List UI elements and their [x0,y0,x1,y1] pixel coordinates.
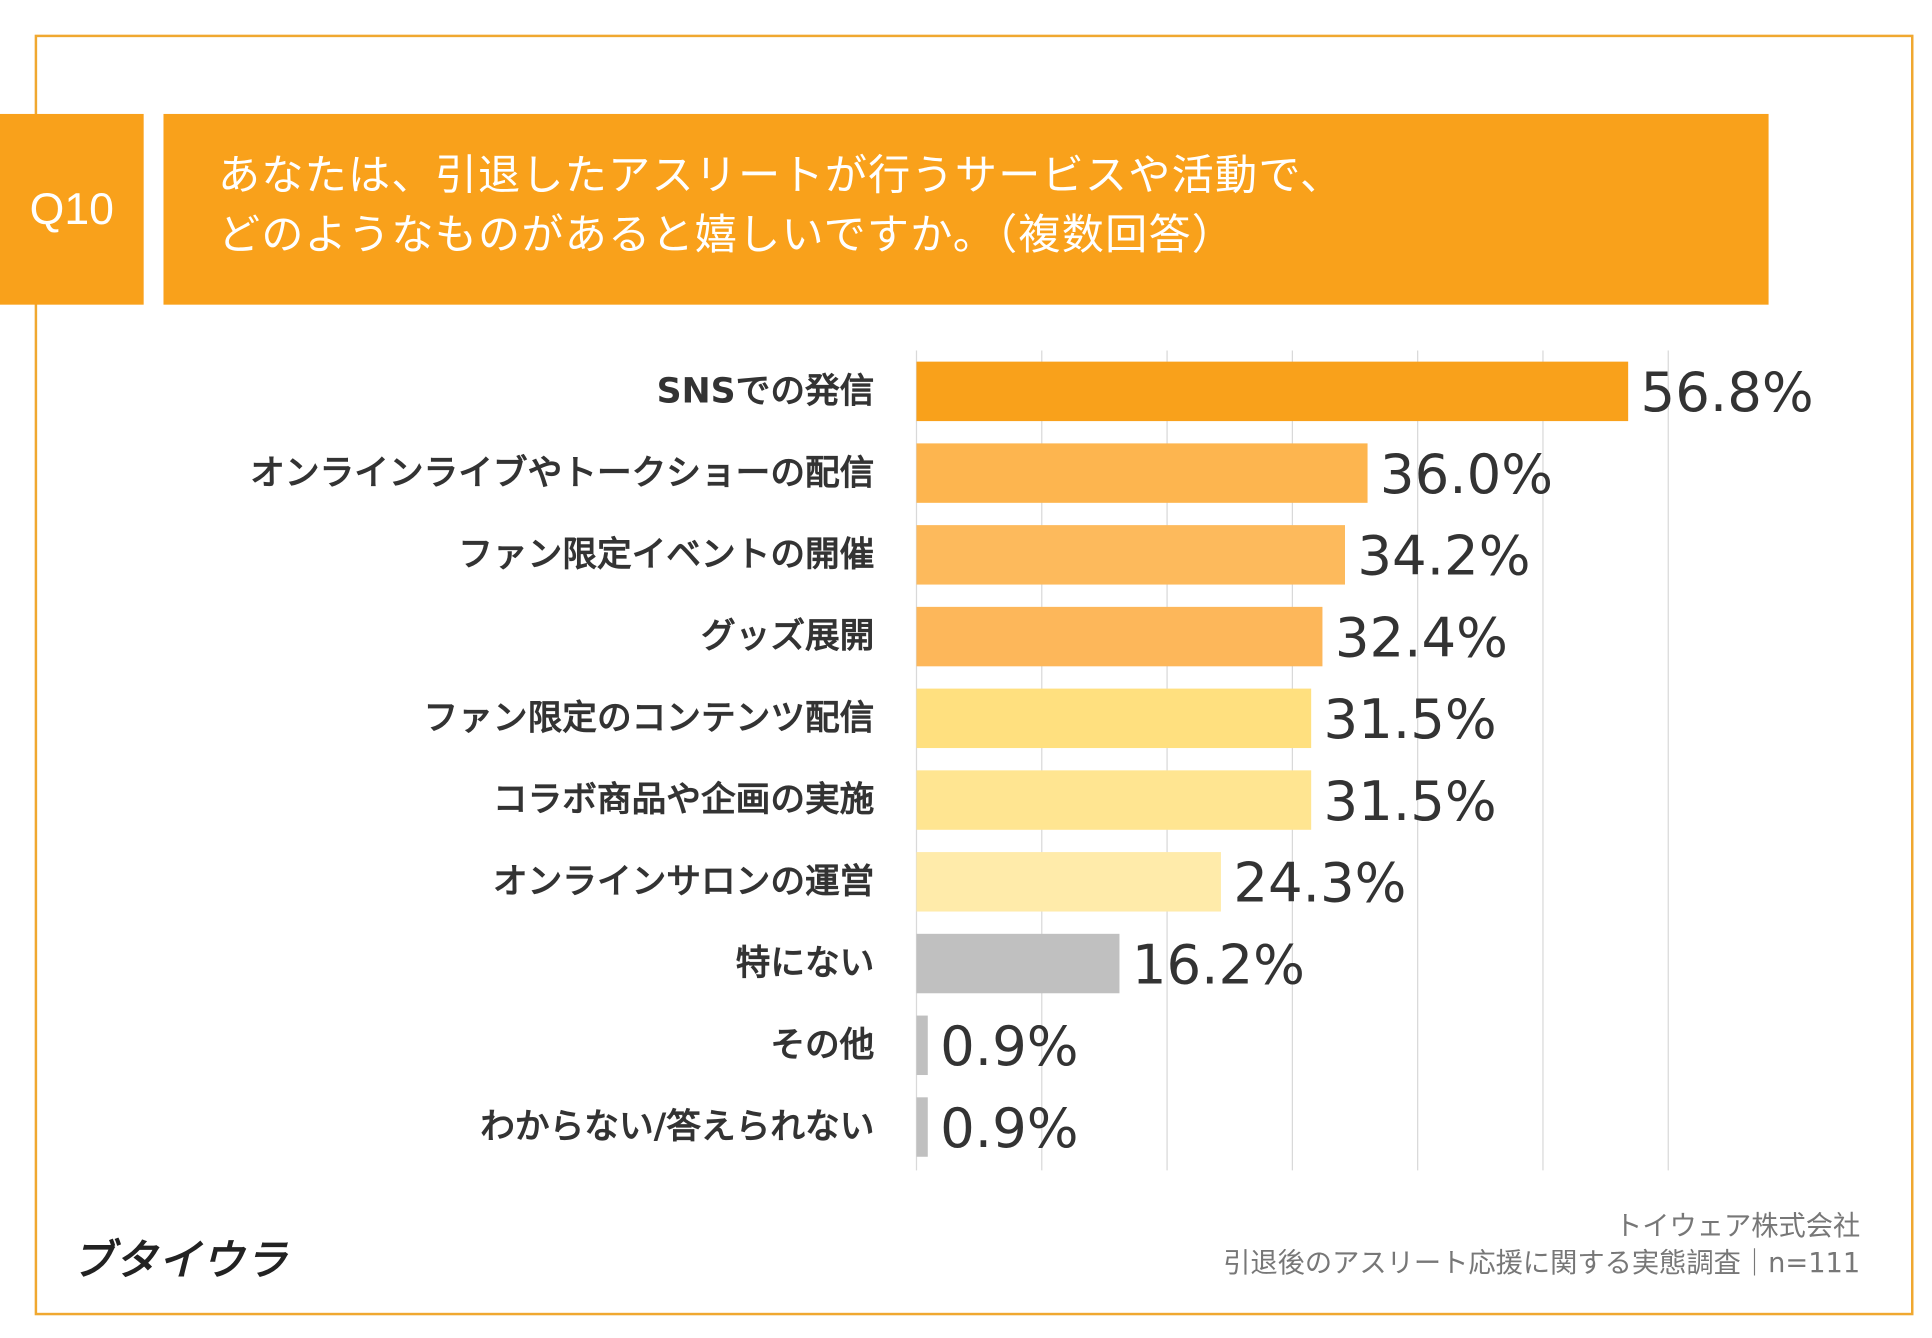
category-label: グッズ展開 [700,615,875,657]
bar [916,606,1323,667]
logo: ブタイウラ [71,1236,289,1286]
question-title-box: あなたは、引退したアスリートが行うサービスや活動で、 どのようなものがあると嬉し… [163,113,1769,305]
category-label: オンラインサロンの運営 [492,860,875,902]
bar [916,770,1312,830]
frame-border [34,34,1914,1316]
value-label: 0.9% [940,1097,1079,1161]
bar [916,933,1120,994]
bar [916,525,1345,585]
bar [916,1097,928,1157]
value-label: 16.2% [1131,933,1305,997]
value-label: 34.2% [1357,525,1531,589]
value-label: 56.8% [1640,361,1814,425]
question-title-line-2: どのようなものがあると嬉しいですか。（複数回答） [217,210,1236,261]
category-label: オンラインライブやトークショーの配信 [250,452,875,493]
value-label: 32.4% [1334,606,1508,671]
value-label: 24.3% [1233,852,1407,916]
question-title-line-1: あなたは、引退したアスリートが行うサービスや活動で、 [217,151,1344,201]
category-label: コラボ商品や企画の実施 [492,779,875,820]
company-name: トイウェア株式会社 [1614,1211,1861,1243]
category-label: ファン限定イベントの開催 [458,533,875,575]
bar [916,852,1221,912]
value-label: 0.9% [940,1015,1079,1079]
bar [916,443,1368,503]
bar [916,688,1312,749]
bar [916,1015,928,1076]
question-number-badge: Q10 [0,113,144,305]
category-label: わからない/答えられない [480,1105,875,1147]
category-label: SNSでの発信 [656,370,875,412]
value-label: 31.5% [1323,770,1497,834]
category-label: ファン限定のコンテンツ配信 [423,697,875,739]
bar [916,361,1629,422]
category-label: その他 [770,1024,875,1066]
category-label: 特にない [735,942,875,984]
value-label: 31.5% [1323,688,1497,752]
value-label: 36.0% [1379,443,1554,507]
survey-source: 引退後のアスリート応援に関する実態調査｜n=111 [1223,1248,1861,1280]
